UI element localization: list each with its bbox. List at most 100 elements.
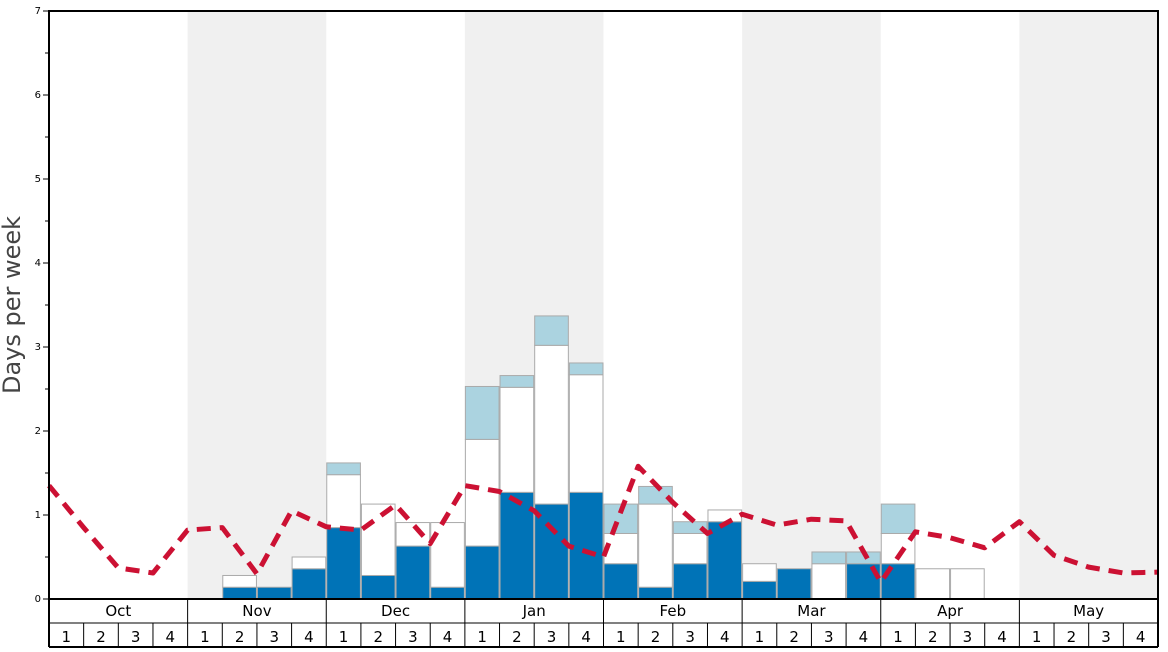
y-tick-label: 0 (35, 594, 41, 605)
week-label: 1 (893, 628, 903, 646)
week-label: 1 (477, 628, 487, 646)
y-axis: 0 1 2 3 4 5 6 7 (35, 6, 49, 605)
week-label: 4 (443, 628, 453, 646)
month-shading (187, 11, 1158, 599)
bar-white-jan-2 (499, 386, 535, 493)
bar-dark-feb-2 (638, 586, 673, 600)
bar-white-nov-4 (291, 556, 327, 570)
shade-nov (187, 11, 327, 599)
bar-dark-nov-3 (256, 586, 292, 600)
bar-dark-feb-1 (603, 563, 639, 600)
bar-dark-nov-4 (291, 568, 327, 600)
week-label: 2 (373, 628, 383, 646)
bar-dark-jan-2 (499, 491, 535, 600)
week-label: 3 (824, 628, 834, 646)
week-label: 3 (1101, 628, 1111, 646)
average-line (47, 463, 1159, 585)
bar-white-feb-4 (707, 509, 743, 523)
week-label: 1 (1032, 628, 1042, 646)
week-label: 2 (235, 628, 245, 646)
bar-light-feb-2 (638, 485, 673, 505)
bar-light-jan-2 (499, 375, 535, 388)
bar-white-apr-2 (915, 568, 951, 600)
bar-light-apr-1 (880, 503, 916, 534)
week-label: 1 (755, 628, 765, 646)
bar-dark-mar-2 (776, 568, 812, 600)
bar-white-mar-1 (742, 563, 777, 582)
plot-frame (48, 10, 1159, 600)
bar-white-feb-2 (638, 503, 673, 588)
bar-dark-mar-1 (742, 580, 777, 600)
bar-light-dec-1 (326, 462, 361, 476)
bar-dark-dec-3 (395, 545, 431, 600)
y-tick-label: 2 (35, 426, 41, 437)
y-tick-label: 4 (35, 258, 41, 269)
shade-mar (742, 11, 881, 599)
bar-white-jan-4 (568, 374, 604, 493)
bar-dark-feb-4 (707, 521, 743, 600)
week-label: 4 (166, 628, 176, 646)
month-label-nov: Nov (242, 602, 271, 620)
y-tick-label: 6 (35, 90, 41, 101)
bar-white-dec-2 (360, 503, 396, 576)
week-label: 1 (616, 628, 626, 646)
week-label: 4 (720, 628, 730, 646)
week-label: 1 (339, 628, 349, 646)
week-label: 2 (789, 628, 799, 646)
week-label: 3 (131, 628, 141, 646)
week-label: 4 (581, 628, 591, 646)
bar-dark-apr-1 (880, 563, 916, 600)
bar-white-dec-1 (326, 474, 361, 529)
week-label: 3 (547, 628, 557, 646)
week-label: 2 (651, 628, 661, 646)
week-label: 3 (408, 628, 418, 646)
bar-dark-nov-2 (222, 586, 257, 600)
month-label-oct: Oct (105, 602, 131, 620)
week-label: 2 (1067, 628, 1077, 646)
week-label: 3 (685, 628, 695, 646)
bar-light-jan-3 (534, 315, 569, 346)
bar-light-feb-3 (672, 521, 708, 534)
week-label: 4 (997, 628, 1007, 646)
bar-white-feb-3 (672, 532, 708, 565)
bar-light-mar-3 (811, 551, 847, 565)
month-label-jan: Jan (522, 602, 546, 620)
week-label: 1 (62, 628, 72, 646)
bar-white-mar-3 (811, 563, 847, 600)
month-label-dec: Dec (381, 602, 410, 620)
y-tick-label: 1 (35, 510, 41, 521)
y-tick-label: 5 (35, 174, 41, 185)
y-axis-label: Days per week (0, 216, 26, 394)
week-label: 4 (304, 628, 314, 646)
bar-dark-feb-3 (672, 563, 708, 600)
month-label-feb: Feb (660, 602, 687, 620)
bar-dark-jan-1 (464, 545, 500, 600)
shade-may (1019, 11, 1158, 599)
month-label-apr: Apr (937, 602, 964, 620)
month-label-mar: Mar (797, 602, 826, 620)
bar-dark-dec-4 (430, 586, 465, 600)
bar-light-jan-1 (464, 385, 500, 440)
week-label: 4 (1136, 628, 1146, 646)
bar-white-jan-3 (534, 344, 569, 505)
bar-dark-jan-3 (534, 503, 569, 600)
week-label: 3 (269, 628, 279, 646)
bar-white-nov-2 (222, 574, 257, 588)
y-tick-label: 7 (35, 6, 41, 17)
week-label: 2 (928, 628, 938, 646)
week-label: 2 (96, 628, 106, 646)
bar-white-feb-1 (603, 532, 639, 565)
y-tick-label: 3 (35, 342, 41, 353)
bar-dark-jan-4 (568, 491, 604, 600)
bar-white-apr-3 (950, 568, 985, 600)
week-label: 1 (200, 628, 210, 646)
bar-dark-dec-1 (326, 527, 361, 600)
bars (222, 315, 985, 600)
bar-white-dec-3 (395, 522, 431, 547)
week-label: 3 (963, 628, 973, 646)
week-label: 4 (859, 628, 869, 646)
bar-dark-dec-2 (360, 574, 396, 600)
week-label: 2 (512, 628, 522, 646)
